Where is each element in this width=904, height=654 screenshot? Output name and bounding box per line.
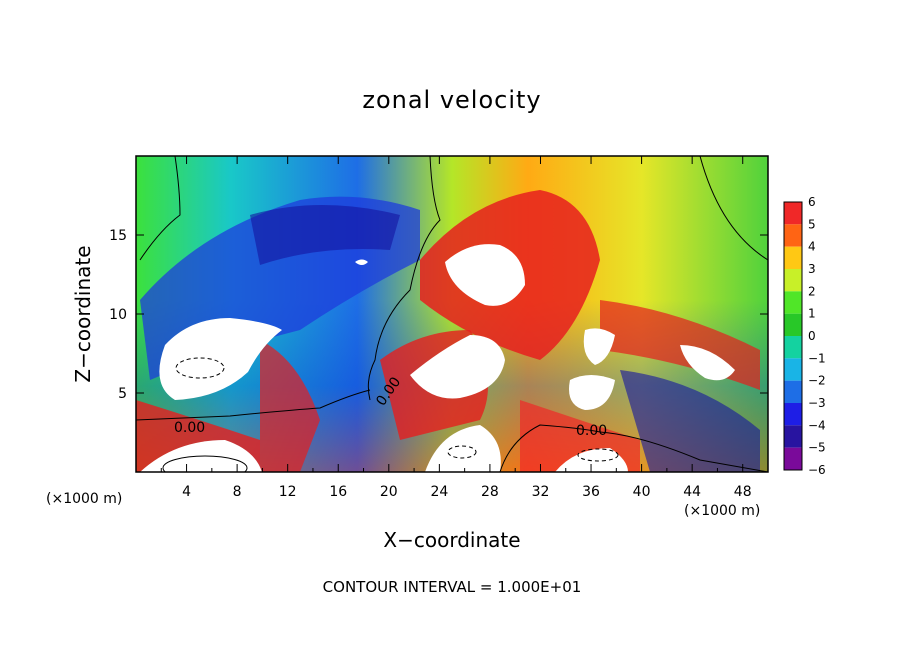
colorbar-tick-label: 1 (808, 307, 816, 321)
x-unit-note-left: (×1000 m) (46, 491, 123, 507)
colorbar-tick-label: −5 (808, 441, 826, 455)
colorbar-swatch (784, 425, 802, 448)
colorbar-swatch (784, 447, 802, 470)
colorbar-tick-label: −3 (808, 396, 826, 410)
x-tick-label: 32 (532, 484, 550, 500)
x-tick-label: 40 (633, 484, 651, 500)
x-tick-label: 28 (481, 484, 499, 500)
x-tick-label: 16 (329, 484, 347, 500)
colorbar-swatch (784, 202, 802, 225)
plot-area (136, 156, 768, 472)
colorbar-tick-label: −4 (808, 418, 826, 432)
colorbar-swatch (784, 358, 802, 381)
colorbar-tick-label: 0 (808, 329, 816, 343)
colorbar-tick-label: −2 (808, 374, 826, 388)
colorbar-swatch (784, 291, 802, 314)
colorbar-tick-label: 2 (808, 284, 816, 298)
x-tick-label: 4 (182, 484, 191, 500)
x-tick-label: 24 (430, 484, 448, 500)
y-tick-label: 5 (118, 386, 127, 402)
x-tick-label: 36 (582, 484, 600, 500)
x-tick-label: 8 (233, 484, 242, 500)
x-axis-title: X−coordinate (383, 528, 520, 552)
x-tick-label: 48 (734, 484, 752, 500)
x-tick-label: 20 (380, 484, 398, 500)
x-tick-label: 44 (683, 484, 701, 500)
colorbar: 6 5 4 3 2 1 0 −1 −2 −3 −4 −5 −6 (783, 195, 826, 477)
x-tick-label: 12 (279, 484, 297, 500)
chart-title: zonal velocity (362, 86, 542, 114)
colorbar-tick-label: 4 (808, 240, 816, 254)
colorbar-tick-label: −6 (808, 463, 826, 477)
x-axis: 4 8 12 16 20 24 28 32 36 40 44 48 (160, 156, 752, 500)
colorbar-swatch (784, 403, 802, 426)
y-axis: 5 10 15 (109, 228, 768, 402)
colorbar-tick-label: −1 (808, 351, 826, 365)
colorbar-swatch (784, 269, 802, 292)
y-axis-title: Z−coordinate (71, 245, 95, 382)
colorbar-swatch (784, 313, 802, 336)
contour-label-1: 0.00 (174, 420, 205, 436)
colorbar-tick-label: 5 (808, 217, 816, 231)
contour-label-3: 0.00 (576, 423, 607, 439)
x-unit-note-right: (×1000 m) (684, 503, 761, 519)
y-tick-label: 15 (109, 228, 127, 244)
colorbar-tick-label: 3 (808, 262, 816, 276)
colorbar-frame (783, 201, 803, 471)
colorbar-swatch (784, 224, 802, 247)
colorbar-swatch (784, 246, 802, 269)
colorbar-swatch (784, 380, 802, 403)
y-tick-label: 10 (109, 307, 127, 323)
colorbar-tick-label: 6 (808, 195, 816, 209)
colorbar-swatch (784, 336, 802, 359)
contour-interval-note: CONTOUR INTERVAL = 1.000E+01 (322, 578, 582, 596)
